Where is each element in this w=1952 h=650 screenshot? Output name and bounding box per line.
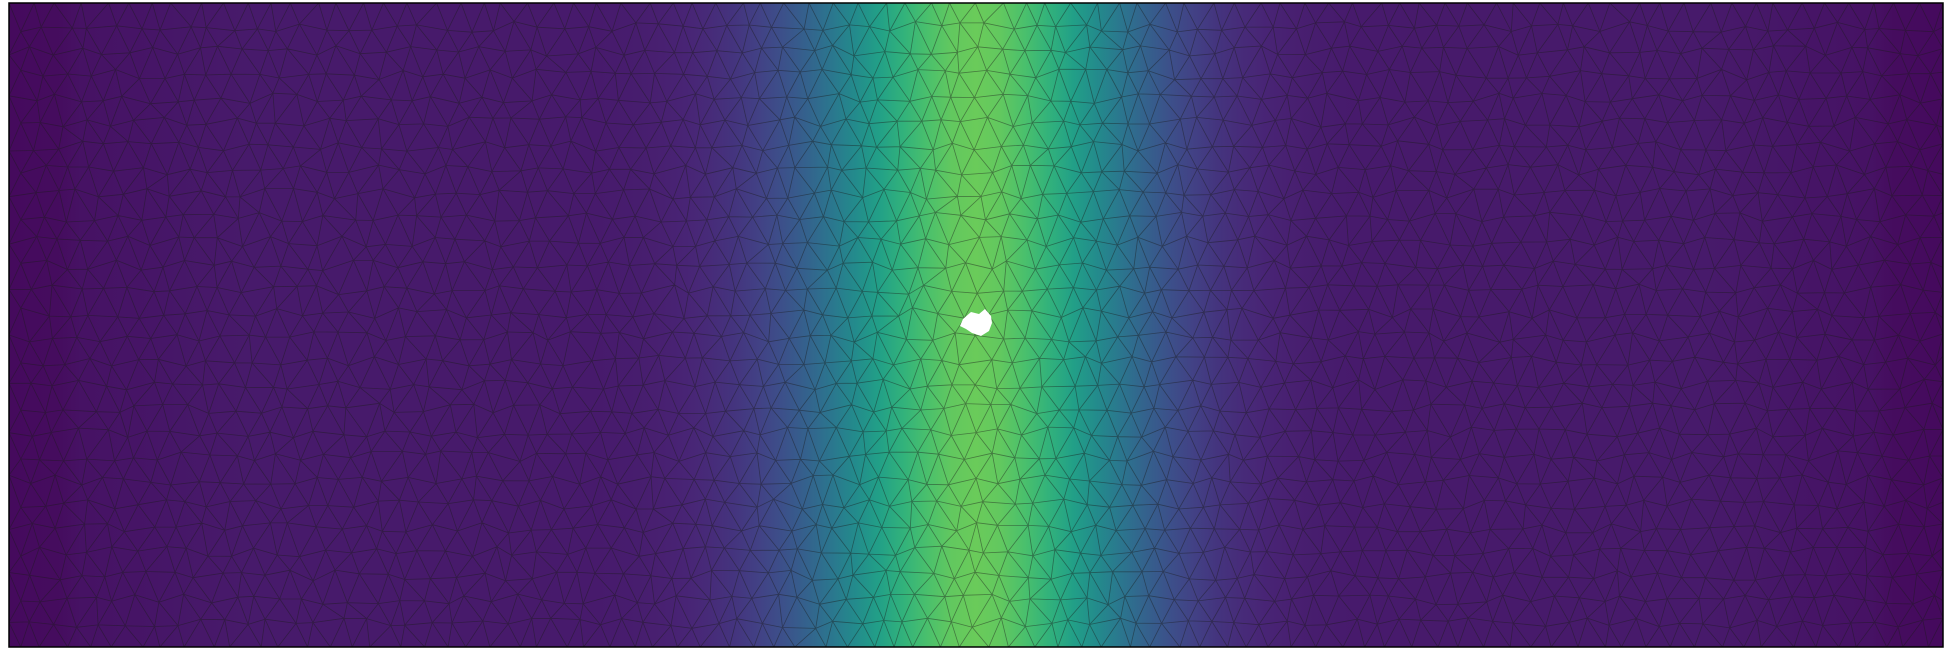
- plot-frame: [8, 2, 1944, 648]
- center-hole: [960, 309, 992, 336]
- triangle-mesh: [9, 3, 1943, 647]
- mesh-edges: [9, 3, 1943, 647]
